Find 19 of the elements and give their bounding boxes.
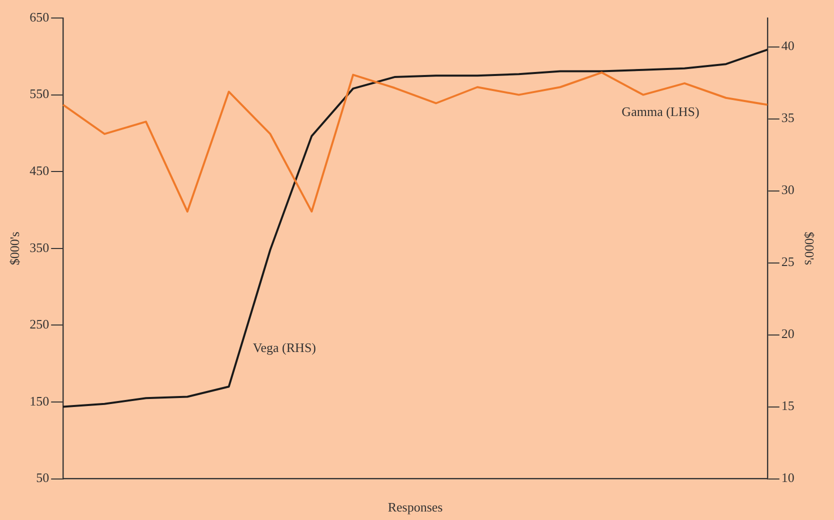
y-axis-title: $000's	[7, 232, 22, 266]
y-tick-label: 350	[30, 240, 50, 255]
y2-axis-title: $000's	[802, 232, 817, 266]
y-tick-label: 50	[36, 470, 50, 486]
x-axis-title: Responses	[388, 500, 443, 515]
y-tick-label: 150	[30, 393, 50, 408]
series-label: Vega (RHS)	[252, 340, 316, 356]
y2-tick-label: 40	[781, 38, 794, 54]
y2-tick-label: 35	[781, 110, 794, 126]
series-label: Gamma (LHS)	[622, 104, 700, 119]
y-tick-label: 450	[30, 163, 50, 178]
y2-tick-label: 20	[781, 326, 794, 342]
y2-tick-label: 10	[781, 470, 794, 486]
y-tick-label: 650	[30, 9, 50, 24]
y2-tick-label: 30	[781, 182, 794, 198]
y2-tick-label: 25	[781, 254, 794, 270]
y2-tick-label: 15	[781, 398, 794, 414]
y-tick-label: 550	[30, 86, 50, 102]
y-tick-label: 250	[30, 316, 50, 332]
